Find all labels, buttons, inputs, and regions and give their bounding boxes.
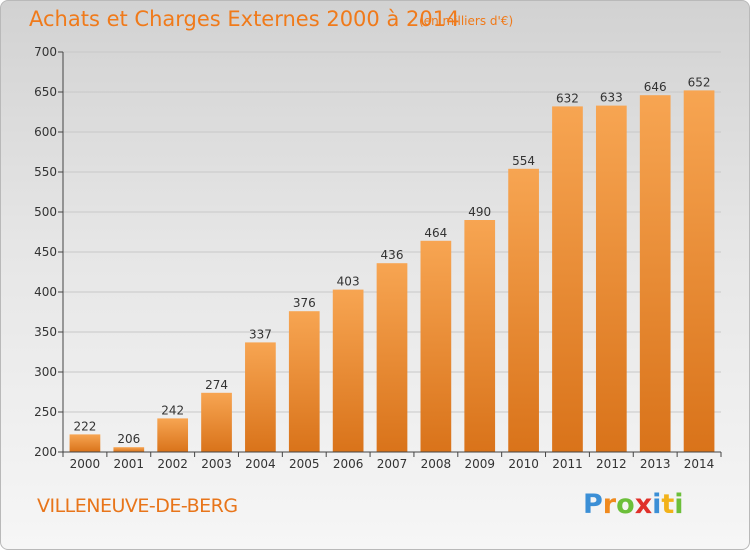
y-tick-label: 600: [34, 125, 57, 139]
x-tick-label: 2007: [377, 457, 408, 471]
x-tick-label: 2013: [640, 457, 671, 471]
data-label: 652: [688, 75, 711, 89]
y-tick-label: 550: [34, 165, 57, 179]
y-tick-label: 450: [34, 245, 57, 259]
y-tick-label: 250: [34, 405, 57, 419]
bar: [157, 418, 189, 452]
x-tick-label: 2011: [552, 457, 583, 471]
logo-letter: i: [652, 489, 662, 520]
x-tick-label: 2004: [245, 457, 276, 471]
bar: [595, 105, 627, 452]
data-label: 554: [512, 154, 535, 168]
bar: [245, 342, 276, 452]
data-label: 464: [424, 226, 447, 240]
x-tick-label: 2010: [508, 457, 539, 471]
x-tick-label: 2009: [464, 457, 495, 471]
x-tick-label: 2000: [70, 457, 101, 471]
x-tick-label: 2012: [596, 457, 627, 471]
bar: [376, 263, 408, 452]
x-tick-label: 2008: [421, 457, 452, 471]
bar: [288, 311, 320, 452]
bar: [113, 447, 145, 452]
logo-letter: P: [583, 489, 603, 520]
data-label: 436: [381, 248, 404, 262]
logo-letter: i: [674, 489, 684, 520]
logo-letter: r: [602, 489, 617, 520]
bar: [464, 220, 496, 452]
y-tick-label: 350: [34, 325, 57, 339]
bar: [639, 95, 671, 452]
y-tick-label: 300: [34, 365, 57, 379]
logo-letter: o: [616, 489, 635, 520]
bar: [69, 434, 101, 452]
y-tick-label: 400: [34, 285, 57, 299]
logo-letter: x: [634, 489, 653, 520]
data-label: 337: [249, 327, 272, 341]
x-tick-label: 2006: [333, 457, 364, 471]
bar: [332, 289, 364, 452]
chart-title: Achats et Charges Externes 2000 à 2014: [29, 7, 460, 31]
data-label: 274: [205, 378, 228, 392]
data-label: 632: [556, 91, 579, 105]
commune-name: VILLENEUVE-DE-BERG: [37, 495, 238, 517]
y-tick-label: 500: [34, 205, 57, 219]
data-label: 646: [644, 80, 667, 94]
bar: [420, 240, 452, 452]
data-label: 206: [117, 432, 140, 446]
x-tick-label: 2014: [684, 457, 715, 471]
x-tick-label: 2001: [114, 457, 145, 471]
data-label: 222: [73, 419, 96, 433]
data-label: 403: [337, 275, 360, 289]
data-label: 490: [468, 205, 491, 219]
logo-letter: t: [661, 489, 675, 520]
data-label: 376: [293, 296, 316, 310]
bar: [508, 168, 539, 453]
y-tick-label: 200: [34, 445, 57, 459]
x-tick-label: 2005: [289, 457, 320, 471]
x-tick-label: 2003: [201, 457, 232, 471]
data-label: 242: [161, 403, 184, 417]
y-tick-label: 700: [34, 45, 57, 59]
bar: [683, 90, 715, 453]
y-tick-label: 650: [34, 85, 57, 99]
data-label: 633: [600, 91, 623, 105]
bar: [552, 106, 583, 453]
bar: [201, 392, 232, 452]
proxiti-logo: Proxiti: [583, 489, 684, 520]
x-tick-label: 2002: [157, 457, 188, 471]
chart-unit: (en milliers d'€): [419, 14, 514, 28]
